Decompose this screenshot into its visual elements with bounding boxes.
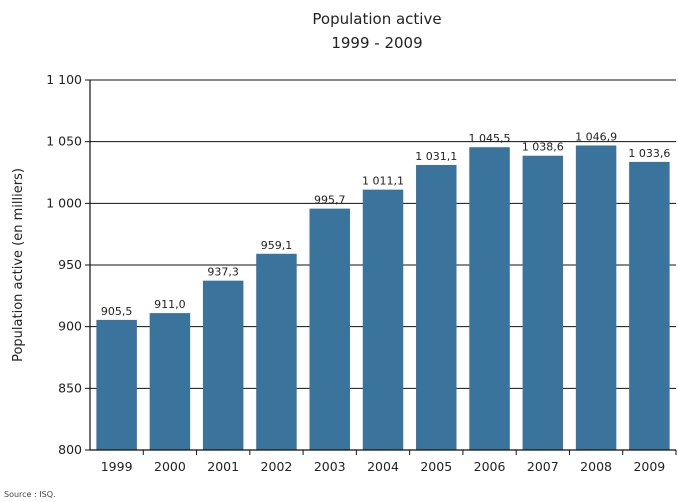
data-label: 1 045,5	[469, 132, 511, 145]
source-note: Source : ISQ.	[4, 490, 56, 499]
y-tick-label: 900	[58, 319, 82, 334]
labels: 800 850 900 950 1 000 1 050 1 100 905,5 1999 911,…	[46, 72, 670, 474]
bars	[96, 145, 670, 451]
x-tick-label: 2004	[367, 459, 399, 474]
bar	[416, 164, 457, 450]
bar	[469, 147, 510, 450]
data-label: 911,0	[154, 298, 186, 311]
y-tick-label: 850	[58, 380, 82, 395]
x-tick-label: 2000	[154, 459, 186, 474]
axes	[85, 79, 677, 455]
data-label: 1 011,1	[362, 175, 404, 188]
bar	[149, 313, 191, 450]
x-tick-label: 2005	[420, 459, 452, 474]
bar	[362, 189, 404, 451]
data-label: 1 033,6	[628, 147, 670, 160]
chart-title: Population active	[312, 10, 441, 28]
data-label: 1 031,1	[415, 150, 457, 163]
data-label: 1 046,9	[575, 130, 617, 143]
bar	[629, 161, 670, 451]
bar	[202, 280, 244, 450]
y-tick-label: 1 050	[46, 134, 82, 149]
data-label: 937,3	[207, 266, 239, 279]
x-tick-label: 2006	[474, 459, 506, 474]
y-tick-label: 1 100	[46, 72, 82, 87]
bar	[256, 253, 297, 450]
data-label: 905,5	[101, 305, 133, 318]
bar	[96, 319, 137, 450]
y-tick-label: 800	[58, 442, 82, 457]
data-label: 995,7	[314, 194, 346, 207]
bar	[575, 145, 617, 451]
y-tick-label: 950	[58, 257, 82, 272]
data-label: 959,1	[261, 239, 293, 252]
x-tick-label: 1999	[101, 459, 133, 474]
chart-subtitle: 1999 - 2009	[331, 34, 422, 52]
data-label: 1 038,6	[522, 141, 564, 154]
bar	[522, 155, 564, 450]
y-tick-label: 1 000	[46, 195, 82, 210]
x-tick-label: 2008	[580, 459, 612, 474]
y-axis-label: Population active (en milliers)	[11, 168, 26, 362]
x-tick-label: 2007	[527, 459, 559, 474]
bar	[309, 208, 350, 450]
x-tick-label: 2001	[207, 459, 239, 474]
x-tick-label: 2002	[261, 459, 293, 474]
x-tick-label: 2003	[314, 459, 346, 474]
x-tick-label: 2009	[633, 459, 665, 474]
